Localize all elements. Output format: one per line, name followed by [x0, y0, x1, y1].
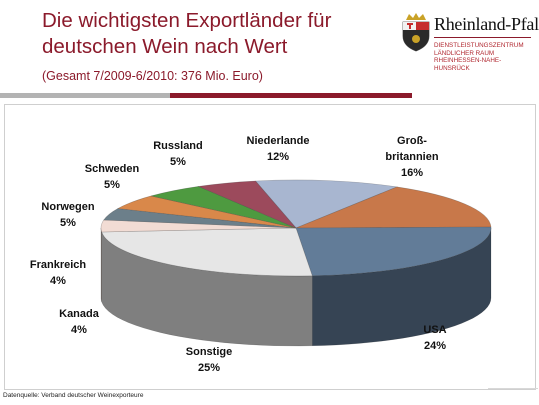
label-text: Kanada — [59, 308, 99, 320]
pie-slice-gro-britannien — [295, 186, 492, 229]
pie-side-usa — [312, 227, 492, 347]
value-label: 5% — [170, 156, 186, 168]
title-line-2: deutschen Wein nach Wert — [42, 35, 288, 58]
label-text: USA — [423, 324, 447, 336]
label-kanada: Kanada 4% — [29, 306, 129, 338]
header-divider — [0, 93, 539, 98]
state-logo: Rheinland-Pfalz DIENSTLEISTUNGSZENTRUM L… — [400, 10, 539, 85]
label-text: Schweden — [84, 163, 140, 175]
value-label: 25% — [197, 362, 221, 374]
page-title: Die wichtigsten Exportländer für deutsch… — [42, 8, 362, 60]
value-label: 24% — [423, 340, 447, 352]
value-label: 5% — [104, 179, 120, 191]
label-gro-britannien: Groß-britannien 16% — [362, 133, 462, 181]
pie-slice-sonstige — [101, 227, 313, 277]
pie-slice-kanada — [100, 219, 297, 233]
chart-frame — [4, 104, 536, 390]
pie-slice-usa — [295, 226, 492, 277]
label-text: Russland — [153, 140, 203, 152]
value-label: 16% — [400, 167, 424, 179]
label-usa: USA 24% — [385, 322, 485, 354]
page-subtitle: (Gesamt 7/2009-6/2010: 376 Mio. Euro) — [42, 69, 263, 83]
divider-red — [170, 93, 412, 98]
pie-slice-norwegen — [116, 195, 297, 229]
label-text: Norwegen — [41, 201, 95, 213]
label-text: Sonstige — [185, 346, 233, 358]
logo-wordmark: Rheinland-Pfalz — [434, 14, 539, 34]
pie-slice-schweden — [151, 186, 297, 229]
pie-slice-niederlande — [254, 179, 399, 229]
data-source-note: Datenquelle: Verband deutscher Weinexpor… — [3, 392, 144, 399]
value-label: 4% — [71, 324, 87, 336]
coat-of-arms-icon — [402, 13, 430, 52]
logo-subline: DIENSTLEISTUNGSZENTRUM LÄNDLICHER RAUM R… — [434, 42, 524, 72]
pie-slice-frankreich — [103, 208, 297, 229]
label-sonstige: Sonstige 25% — [159, 344, 259, 376]
label-text: Groß- — [397, 135, 427, 147]
value-label: 5% — [60, 217, 76, 229]
label-niederlande: Niederlande 12% — [228, 133, 328, 165]
title-line-1: Die wichtigsten Exportländer für — [42, 9, 332, 32]
corner-line — [488, 388, 538, 389]
label-norwegen: Norwegen 5% — [18, 199, 118, 231]
value-label: 12% — [266, 151, 290, 163]
label-frankreich: Frankreich 4% — [8, 257, 108, 289]
divider-grey — [0, 93, 170, 98]
logo-rule — [434, 37, 531, 38]
label-text: Frankreich — [29, 259, 87, 271]
label-text: britannien — [385, 151, 439, 163]
label-russland: Russland 5% — [128, 138, 228, 170]
value-label: 4% — [50, 275, 66, 287]
pie-slice-russland — [197, 180, 297, 229]
label-text: Niederlande — [246, 135, 310, 147]
label-schweden: Schweden 5% — [62, 161, 162, 193]
